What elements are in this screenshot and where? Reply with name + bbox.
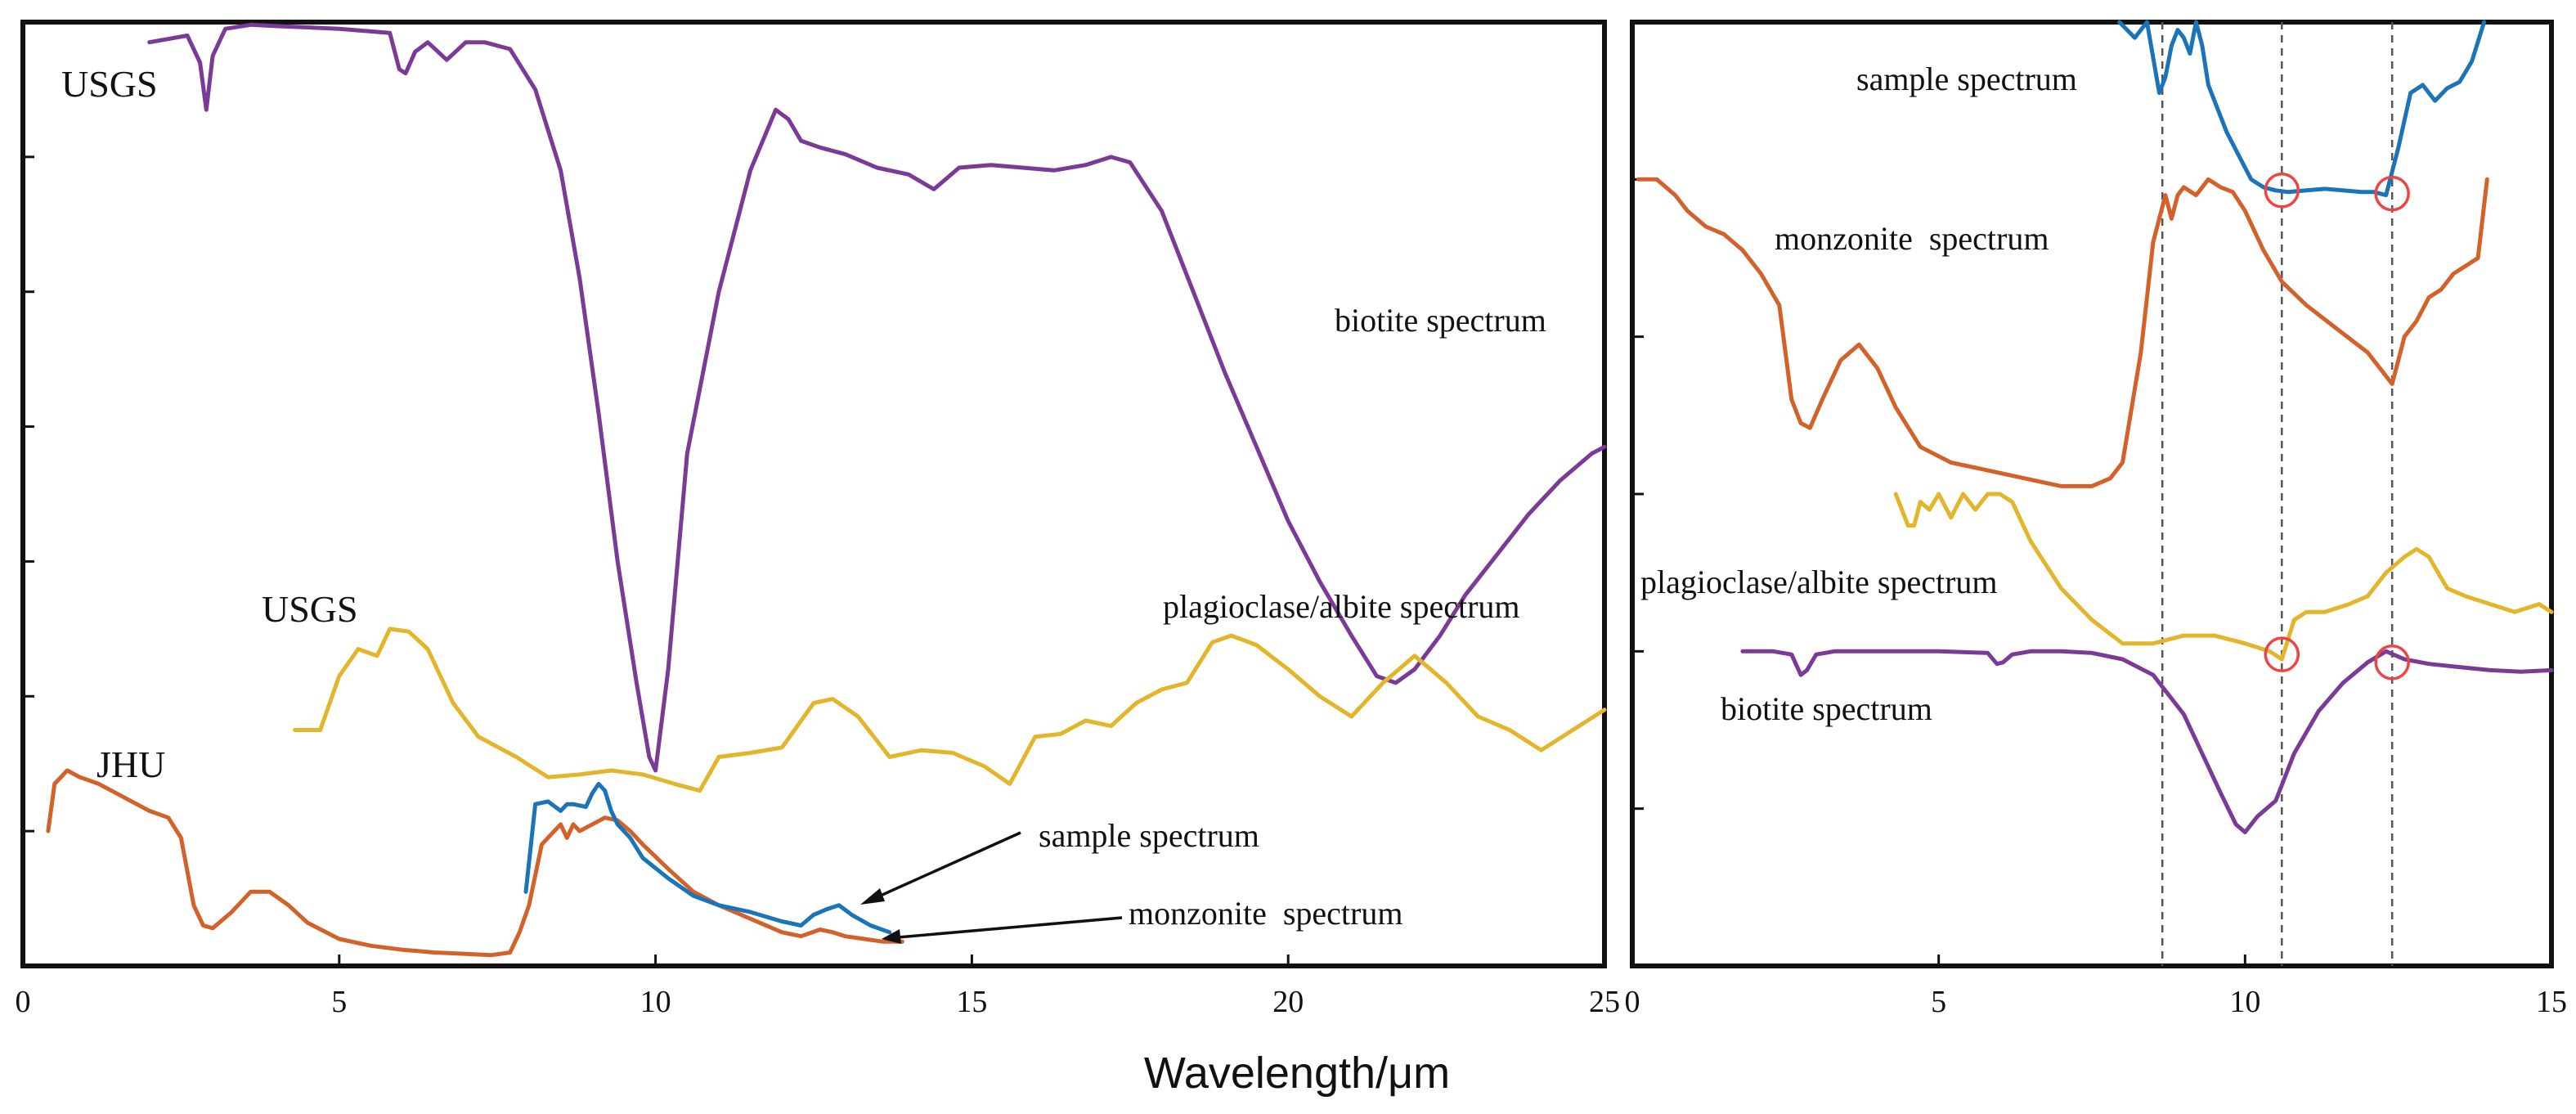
- left-series-biotite: [147, 22, 1607, 773]
- right-x-tick-label-1: 5: [1931, 985, 1946, 1019]
- left-x-tick-label-3: 15: [956, 985, 987, 1019]
- right-marker-1: [2374, 175, 2410, 212]
- left-series-sample: [523, 781, 892, 935]
- left-source-jhu: JHU: [96, 743, 165, 785]
- x-axis-label: Wavelength/μm: [1144, 1049, 1450, 1098]
- left-label-plagioclase: plagioclase/albite spectrum: [1163, 588, 1520, 625]
- left-x-ticks: 0 5 10 15 20 25: [16, 955, 1620, 1019]
- right-label-plagioclase: plagioclase/albite spectrum: [1640, 564, 1998, 600]
- left-label-monzonite: monzonite spectrum: [1129, 895, 1402, 932]
- right-series-biotite: [1740, 649, 2554, 834]
- right-markers: [2264, 173, 2410, 681]
- left-x-tick-label-5: 25: [1589, 985, 1620, 1019]
- right-marker-3: [2374, 645, 2410, 681]
- left-series-group: [46, 22, 1607, 958]
- left-series-monzonite: [46, 768, 904, 958]
- left-x-tick-label-1: 5: [331, 985, 347, 1019]
- left-panel: 0 5 10 15 20 25 USGS USGS JHU biotite spectru…: [16, 20, 1620, 1098]
- monzonite-arrowhead: [882, 929, 901, 944]
- right-marker-2: [2264, 636, 2300, 672]
- right-label-sample: sample spectrum: [1856, 61, 2077, 97]
- right-x-ticks: 0 5 10 15: [1625, 955, 2567, 1019]
- monzonite-arrow-line: [897, 916, 1123, 939]
- right-x-tick-label-2: 10: [2229, 985, 2260, 1019]
- right-series-sample: [2117, 20, 2487, 198]
- sample-arrowhead: [860, 888, 885, 905]
- right-reference-lines: [2161, 22, 2394, 966]
- right-x-tick-label-3: 15: [2536, 985, 2567, 1019]
- right-plot-frame: [1630, 20, 2554, 968]
- right-marker-0: [2264, 173, 2300, 209]
- right-label-monzonite: monzonite spectrum: [1775, 220, 2049, 257]
- left-label-sample: sample spectrum: [1039, 817, 1259, 854]
- right-panel: 0 5 10 15 sample spectrum monzonite spectru…: [1625, 20, 2567, 1019]
- left-x-tick-label-0: 0: [16, 985, 31, 1019]
- left-x-tick-label-4: 20: [1272, 985, 1304, 1019]
- left-series-plagioclase: [293, 627, 1607, 793]
- left-x-tick-label-2: 10: [640, 985, 671, 1019]
- left-plot-frame: [20, 20, 1607, 968]
- right-x-tick-label-0: 0: [1625, 985, 1640, 1019]
- right-series-group: [1636, 20, 2554, 834]
- left-label-biotite: biotite spectrum: [1335, 302, 1546, 339]
- right-label-biotite: biotite spectrum: [1721, 690, 1932, 727]
- right-series-monzonite: [1636, 177, 2489, 488]
- sample-arrow-line: [874, 831, 1021, 900]
- right-series-plagioclase: [1893, 492, 2554, 662]
- left-source-usgs-mid: USGS: [262, 588, 358, 630]
- left-y-ticks: [23, 155, 34, 833]
- left-source-usgs-top: USGS: [61, 63, 158, 105]
